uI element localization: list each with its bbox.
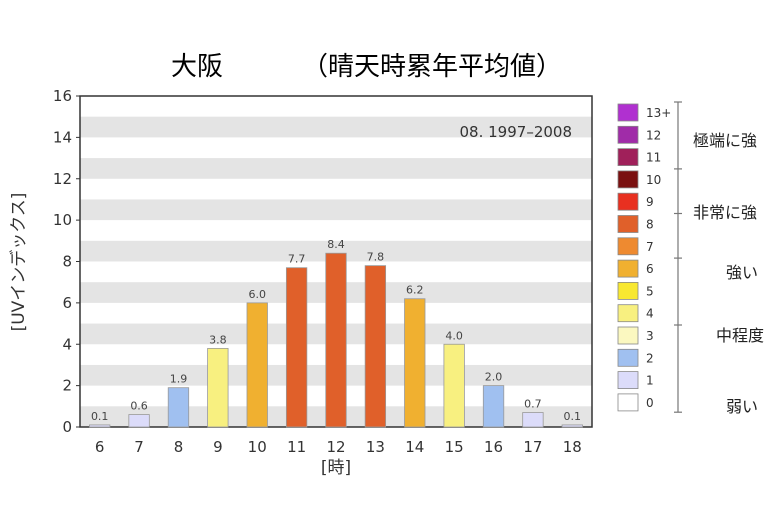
x-tick-label-12: 12 <box>326 438 345 456</box>
legend-swatch-8 <box>617 215 639 233</box>
data-label-10: 6.0 <box>248 288 266 301</box>
data-label-15: 4.0 <box>445 329 463 342</box>
legend-level-label: 8 <box>646 218 654 232</box>
legend-category-label: 強い <box>726 263 758 282</box>
grid-band <box>80 240 592 262</box>
chart-subtitle: （晴天時累年平均値） <box>302 52 562 82</box>
bar-11 <box>285 267 308 428</box>
y-tick-label: 16 <box>53 87 72 105</box>
x-tick-label-13: 13 <box>366 438 385 456</box>
x-axis-label: [時] <box>321 458 351 478</box>
x-tick-label-9: 9 <box>213 438 223 456</box>
legend-category-label: 極端に強 <box>693 131 757 150</box>
chart-title: 大阪 <box>171 52 223 82</box>
x-tick-label-18: 18 <box>563 438 582 456</box>
legend-swatch-6 <box>617 259 639 278</box>
legend-level-label: 13+ <box>646 106 671 120</box>
data-label-9: 3.8 <box>209 333 227 346</box>
legend-swatch-1 <box>617 371 639 390</box>
legend-swatch-5 <box>617 281 639 300</box>
legend-level-label: 9 <box>646 195 654 209</box>
legend-category-label: 弱い <box>726 397 758 416</box>
y-tick-label: 0 <box>62 418 72 436</box>
y-tick-label: 10 <box>53 211 72 229</box>
legend-level-label: 7 <box>646 240 654 254</box>
data-label-18: 0.1 <box>564 410 582 423</box>
data-label-11: 7.7 <box>288 253 306 266</box>
x-tick-label-15: 15 <box>445 438 464 456</box>
bar-10 <box>246 302 268 428</box>
y-tick-label: 14 <box>53 128 72 146</box>
legend-swatch-7 <box>617 237 639 256</box>
legend-swatch-4 <box>617 304 639 323</box>
data-label-8: 1.9 <box>170 373 188 386</box>
x-tick-label-14: 14 <box>405 438 424 456</box>
y-tick-label: 12 <box>53 170 72 188</box>
legend-swatch-3 <box>617 326 639 345</box>
x-tick-label-16: 16 <box>484 438 503 456</box>
bar-7 <box>128 414 150 428</box>
legend-swatch-2 <box>617 348 639 367</box>
y-tick-label: 2 <box>62 377 72 395</box>
data-label-12: 8.4 <box>327 238 345 251</box>
data-label-6: 0.1 <box>91 410 109 423</box>
legend-swatch-12 <box>617 125 639 144</box>
bar-9 <box>207 347 229 428</box>
x-tick-label-17: 17 <box>523 438 542 456</box>
legend-level-label: 2 <box>646 351 654 365</box>
grid-band <box>80 158 592 179</box>
bar-17 <box>522 412 544 428</box>
x-tick-label-7: 7 <box>134 438 144 456</box>
x-tick-label-10: 10 <box>248 438 267 456</box>
legend-level-label: 5 <box>646 284 654 298</box>
bar-16 <box>482 385 505 428</box>
legend-swatch-11 <box>617 148 639 167</box>
legend-level-label: 4 <box>646 307 654 321</box>
data-label-14: 6.2 <box>406 284 424 297</box>
x-tick-label-6: 6 <box>95 438 105 456</box>
period-annotation: 08. 1997–2008 <box>460 123 572 141</box>
legend-level-label: 0 <box>646 396 654 410</box>
legend-swatch-10 <box>617 170 639 189</box>
legend-category-label: 非常に強 <box>693 203 757 222</box>
data-label-7: 0.6 <box>130 400 148 413</box>
legend-swatch-0 <box>617 393 639 412</box>
legend-level-label: 1 <box>646 374 654 388</box>
x-tick-label-11: 11 <box>287 438 306 456</box>
legend-level-label: 11 <box>646 151 661 165</box>
legend-level-label: 3 <box>646 329 654 343</box>
y-tick-label: 6 <box>62 294 72 312</box>
bar-8 <box>167 387 190 428</box>
bar-14 <box>404 298 426 428</box>
y-tick-label: 8 <box>62 253 72 271</box>
y-tick-label: 4 <box>62 335 72 353</box>
bar-13 <box>364 265 387 428</box>
bar-18 <box>561 424 583 428</box>
data-label-16: 2.0 <box>485 371 503 384</box>
bar-6 <box>89 424 111 428</box>
data-label-13: 7.8 <box>367 251 385 264</box>
grid-band <box>80 116 592 138</box>
y-axis-label: [UVインデックス] <box>8 193 29 332</box>
data-label-17: 0.7 <box>524 398 542 411</box>
legend-level-label: 6 <box>646 262 654 276</box>
legend-category-label: 中程度 <box>716 326 764 345</box>
legend-level-label: 12 <box>646 128 661 142</box>
bar-15 <box>443 343 465 428</box>
legend-level-label: 10 <box>646 173 661 187</box>
legend-swatch-13+ <box>617 103 639 122</box>
bar-12 <box>325 252 347 428</box>
legend-swatch-9 <box>617 192 639 211</box>
x-tick-label-8: 8 <box>174 438 184 456</box>
grid-band <box>80 199 592 221</box>
plot-area: 0 2 4 6 8 10 12 14 16 0.1 6 0.6 7 1.9 8 3.8 9 6.0 10 7.7 11 8… <box>53 87 593 456</box>
